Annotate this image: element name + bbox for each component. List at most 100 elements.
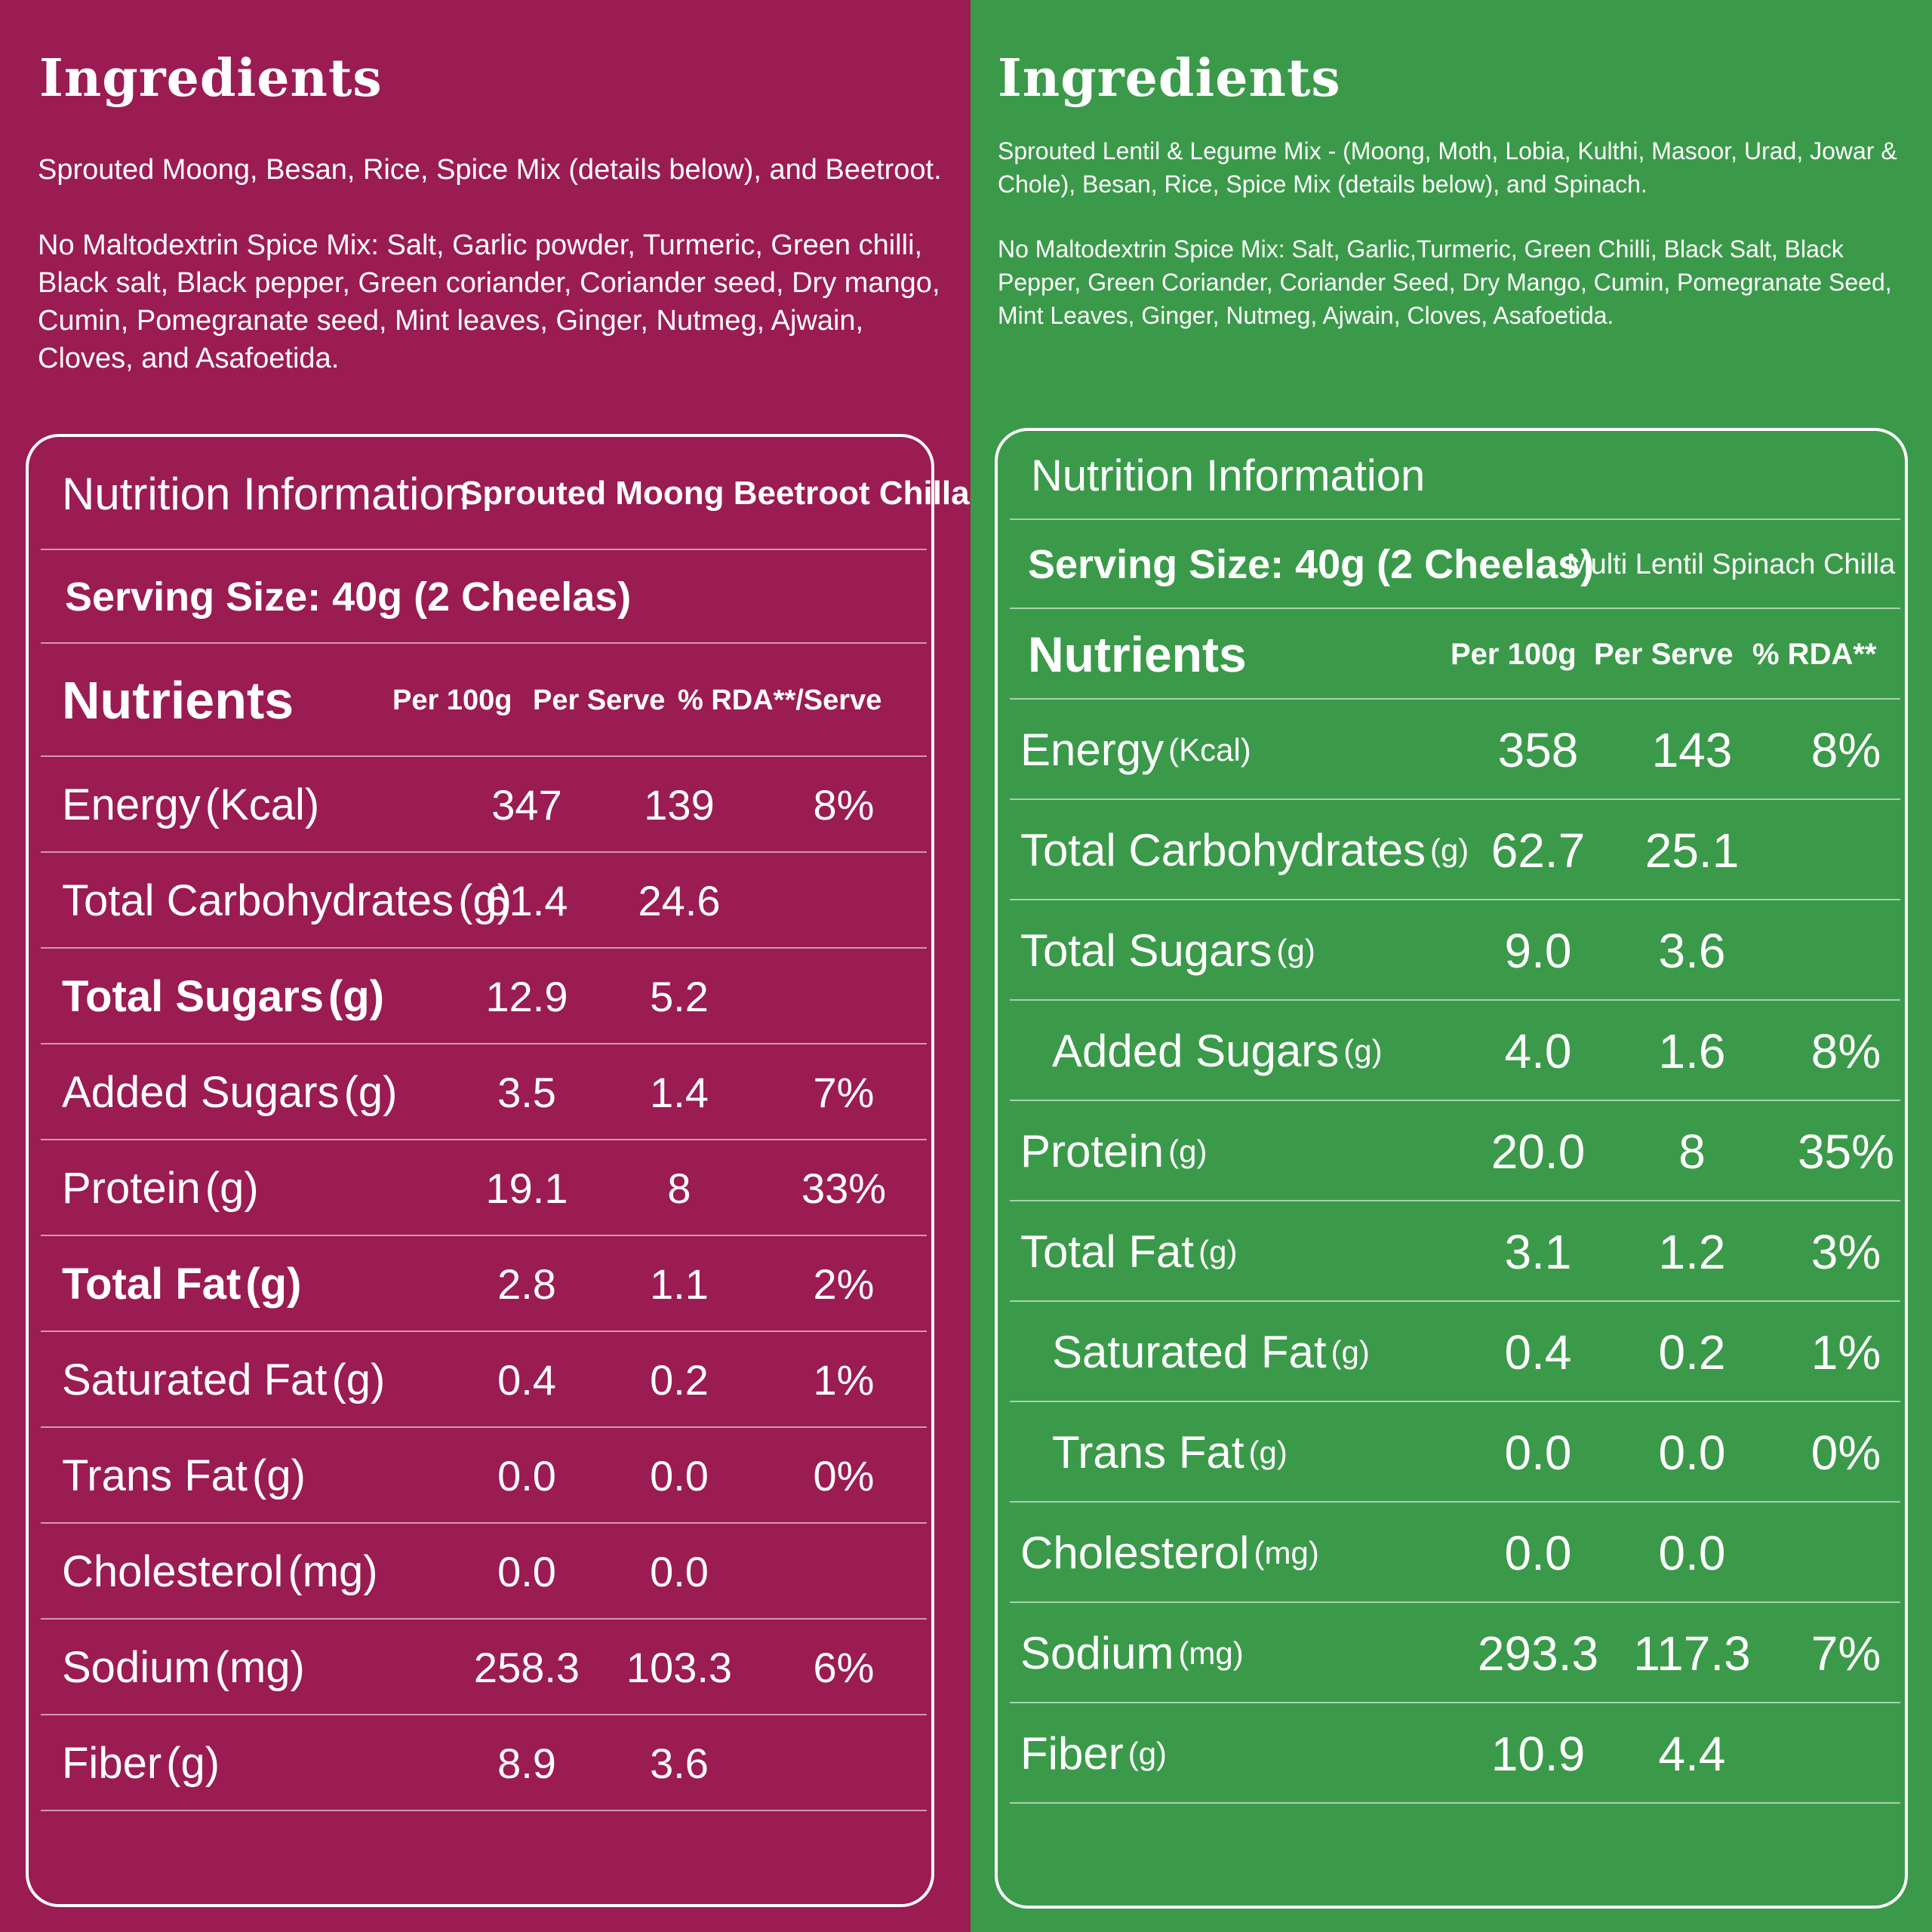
value-rda <box>768 949 919 1044</box>
ingredients-list: Sprouted Moong, Besan, Rice, Spice Mix (… <box>38 154 942 186</box>
value-rda: 8% <box>1810 722 1881 777</box>
nutrient-name: Total Sugars (g) <box>1020 900 1315 1001</box>
value-rda <box>1778 1703 1914 1804</box>
nutrient-row: Protein (g) 19.1 8 33% <box>29 1140 931 1236</box>
nutrient-unit: (g) <box>1276 932 1315 968</box>
nutrient-row: Energy (Kcal) 358 143 8% <box>998 700 1905 800</box>
spice-mix-list: No Maltodextrin Spice Mix: Salt, Garlic … <box>38 229 940 374</box>
nutrient-name-text: Sodium <box>1020 1628 1174 1678</box>
nutrient-unit: (g) <box>205 1164 259 1213</box>
nutrient-unit: (g) <box>252 1451 306 1500</box>
nutrient-unit: (g) <box>331 1355 386 1404</box>
nutrient-name-text: Added Sugars <box>62 1068 340 1117</box>
value-per-100g: 358 <box>1497 722 1579 777</box>
value-rda: 7% <box>813 1069 875 1116</box>
nutrient-row: Sodium (mg) 293.3 117.3 7% <box>998 1603 1905 1703</box>
value-per-serve: 3.6 <box>650 1740 709 1787</box>
value-per-serve: 5.2 <box>650 973 709 1020</box>
nutrient-name: Trans Fat (g) <box>1052 1402 1287 1503</box>
nutrient-name: Added Sugars (g) <box>1052 1001 1383 1101</box>
header-rda: % RDA** <box>1752 637 1877 671</box>
header-nutrients: Nutrients <box>62 671 294 730</box>
nutrient-name-text: Energy <box>1020 724 1164 775</box>
value-per-100g: 19.1 <box>485 1164 568 1212</box>
nutrient-name-text: Cholesterol <box>62 1547 284 1596</box>
product-name: Multi Lentil Spinach Chilla <box>1567 548 1896 580</box>
serving-size: Serving Size: 40g (2 Cheelas) <box>65 574 632 620</box>
nutrient-name-text: Fiber <box>62 1739 162 1788</box>
nutrient-row: Cholesterol (mg) 0.0 0.0 <box>29 1524 931 1620</box>
value-per-100g: 62.7 <box>1491 823 1586 878</box>
serving-size: Serving Size: 40g (2 Cheelas) <box>1028 542 1595 587</box>
nutrient-name-text: Added Sugars <box>1052 1026 1340 1076</box>
header-per-serve: Per Serve <box>533 684 666 716</box>
value-rda: 0% <box>813 1452 875 1500</box>
ingredients-list: Sprouted Lentil & Legume Mix - (Moong, M… <box>998 137 1897 198</box>
nutrient-name-text: Energy <box>62 780 201 829</box>
nutrient-name-text: Protein <box>62 1164 201 1213</box>
value-rda: 8% <box>813 781 875 829</box>
value-per-serve: 0.0 <box>650 1548 709 1595</box>
nutrient-unit: (g) <box>1128 1735 1168 1771</box>
value-rda <box>1778 1503 1914 1603</box>
value-rda: 6% <box>813 1644 875 1691</box>
value-rda: 0% <box>1810 1425 1881 1480</box>
nutrient-name-text: Total Fat <box>1020 1226 1195 1277</box>
nutrient-unit: (g) <box>1331 1334 1370 1370</box>
nutrient-name: Cholesterol (mg) <box>1020 1503 1319 1603</box>
value-per-100g: 8.9 <box>497 1740 556 1787</box>
nutrient-name: Added Sugars (g) <box>62 1044 398 1140</box>
serving-size-row: Serving Size: 40g (2 Cheelas) Multi Lent… <box>998 520 1905 609</box>
nutrition-title: Nutrition Information <box>1031 451 1426 500</box>
nutrient-row: Total Sugars (g) 9.0 3.6 <box>998 900 1905 1001</box>
nutrient-row: Total Carbohydrates (g) 62.7 25.1 <box>998 800 1905 900</box>
value-per-100g: 258.3 <box>473 1644 580 1691</box>
nutrient-name: Saturated Fat (g) <box>1052 1302 1370 1402</box>
value-per-serve: 117.3 <box>1633 1626 1751 1681</box>
nutrient-name: Total Fat (g) <box>1020 1201 1237 1302</box>
left-panel-beetroot: Ingredients Sprouted Moong, Besan, Rice,… <box>0 0 971 1932</box>
right-panel-spinach: Ingredients Sprouted Lentil & Legume Mix… <box>971 0 1932 1932</box>
header-per-100g: Per 100g <box>1451 637 1577 671</box>
nutrient-name: Energy (Kcal) <box>62 757 319 853</box>
nutrient-name-text: Fiber <box>1020 1728 1124 1779</box>
value-per-serve: 143 <box>1651 722 1733 777</box>
nutrition-title-row: Nutrition Information <box>998 431 1905 520</box>
value-rda <box>1778 800 1914 900</box>
nutrient-unit: (Kcal) <box>1168 731 1251 768</box>
value-per-serve: 4.4 <box>1658 1726 1726 1781</box>
nutrient-name: Cholesterol (mg) <box>62 1524 378 1620</box>
nutrient-row: Saturated Fat (g) 0.4 0.2 1% <box>29 1332 931 1428</box>
value-per-serve: 139 <box>644 781 715 829</box>
header-per-serve: Per Serve <box>1594 637 1734 671</box>
nutrient-name-text: Saturated Fat <box>62 1355 328 1404</box>
nutrient-name: Sodium (mg) <box>62 1620 305 1715</box>
nutrient-name: Protein (g) <box>62 1140 259 1236</box>
nutrient-unit: (g) <box>1343 1032 1383 1069</box>
value-per-serve: 0.0 <box>650 1452 709 1500</box>
nutrient-row: Trans Fat (g) 0.0 0.0 0% <box>29 1428 931 1524</box>
nutrient-unit: (g) <box>1198 1233 1238 1269</box>
nutrient-name-text: Total Carbohydrates <box>62 876 454 925</box>
nutrient-name-text: Saturated Fat <box>1052 1327 1327 1377</box>
value-rda: 35% <box>1797 1124 1895 1179</box>
nutrient-name: Trans Fat (g) <box>62 1428 306 1524</box>
value-per-serve: 1.1 <box>650 1260 709 1308</box>
value-per-100g: 0.0 <box>1504 1525 1572 1580</box>
nutrient-row: Energy (Kcal) 347 139 8% <box>29 757 931 853</box>
nutrient-name: Protein (g) <box>1020 1101 1207 1201</box>
header-per-100g: Per 100g <box>392 684 512 716</box>
value-per-100g: 12.9 <box>485 973 568 1020</box>
value-per-serve: 1.6 <box>1658 1023 1726 1078</box>
nutrient-name: Saturated Fat (g) <box>62 1332 385 1428</box>
value-per-serve: 103.3 <box>626 1644 733 1691</box>
value-per-serve: 8 <box>1678 1124 1706 1179</box>
value-rda: 33% <box>801 1164 887 1212</box>
value-per-100g: 0.0 <box>1504 1425 1572 1480</box>
value-per-100g: 0.0 <box>497 1452 556 1500</box>
value-rda <box>1778 900 1914 1001</box>
nutrient-unit: (g) <box>458 876 512 925</box>
nutrient-row: Added Sugars (g) 4.0 1.6 8% <box>998 1001 1905 1101</box>
nutrient-unit: (g) <box>343 1068 398 1117</box>
value-per-serve: 0.0 <box>1658 1525 1726 1580</box>
